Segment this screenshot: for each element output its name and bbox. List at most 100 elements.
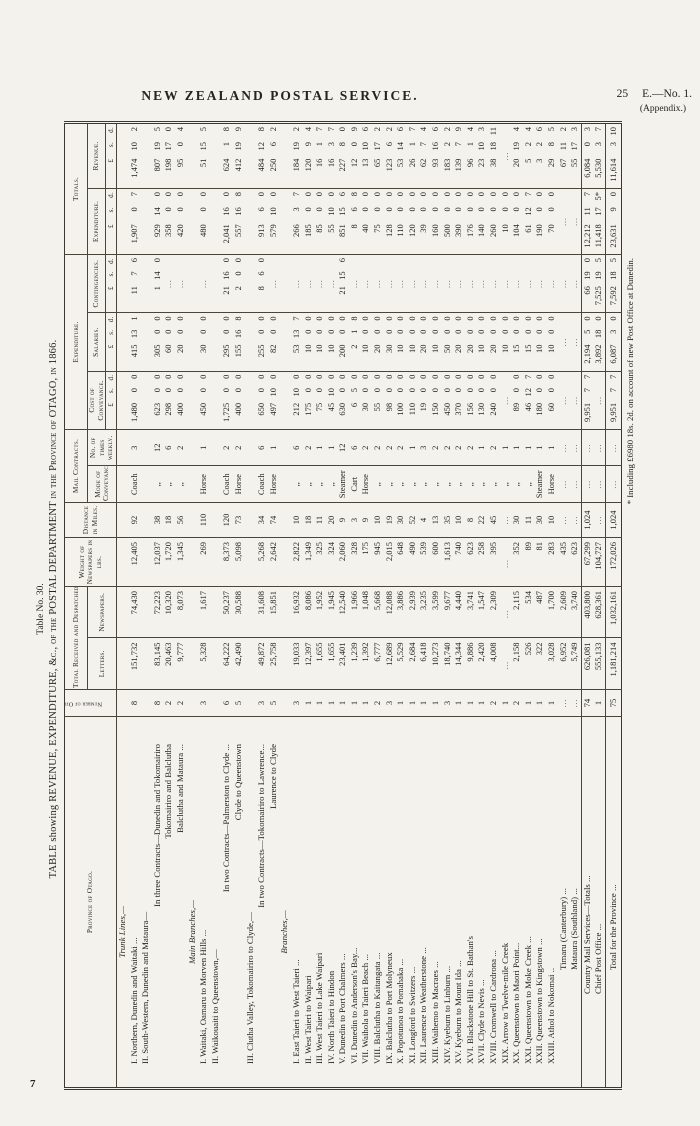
- cell-route-label: XXII. Queenstown to Kingstown ...: [534, 716, 546, 1089]
- cell-revenue: 38 18 11: [488, 122, 500, 189]
- cell-mode: [116, 466, 129, 503]
- cell-times-weekly: 2: [441, 429, 454, 466]
- cell-letters: 1,239: [348, 638, 361, 690]
- cell-mode: ,,: [163, 466, 175, 503]
- cell-route-label: Timaru (Canterbury) ...: [557, 716, 570, 1089]
- cell-revenue: 12 0 9: [348, 122, 361, 189]
- cell-distance: 18: [163, 502, 175, 538]
- cell-cost-conveyance: [279, 371, 291, 430]
- header-totals-group: Totals.: [64, 122, 88, 255]
- table-row: III. Clutha Valley, Tokomairiro to Clyde…: [244, 122, 257, 1089]
- cell-route-label: XXI. Queenstown to Moke Creek ...: [522, 716, 535, 1089]
- table-row: V. Dunedin to Port Chalmers ... 1 23,401 12…: [337, 122, 349, 1089]
- table-row: VII. Waihola to Taieri Beach ... 1 1,392 1,…: [360, 122, 373, 1089]
- cell-salaries: 10 0 0: [360, 312, 373, 372]
- postal-statistics-table: Province of Otago. Number of Offices. To…: [64, 121, 622, 1090]
- cell-mode: [209, 466, 222, 503]
- cell-cost-conveyance: 89 0 0: [511, 371, 523, 430]
- cell-times-weekly: …: [557, 429, 570, 466]
- cell-contingencies: 66 19 0: [581, 254, 594, 313]
- cell-distance: 1,024: [605, 502, 622, 538]
- cell-mode: ,,: [441, 466, 454, 503]
- cell-revenue: 65 17 2: [372, 122, 384, 189]
- cell-weight: 1,613: [441, 537, 454, 587]
- cell-letters: …: [499, 638, 512, 690]
- cell-distance: [279, 502, 291, 538]
- cell-times-weekly: 6: [348, 429, 361, 466]
- cell-cost-conveyance: 212 10 0: [290, 371, 303, 430]
- cell-weight: 1,349: [302, 537, 315, 587]
- header-lsd-cost: £ s. d.: [105, 371, 117, 430]
- cell-letters: 2,420: [476, 638, 488, 690]
- cell-revenue: [279, 122, 291, 189]
- cell-expenditure-total: 185 0 0: [302, 188, 315, 255]
- cell-expenditure-total: 10 0 0: [499, 188, 512, 255]
- cell-letters: 19,033: [290, 638, 303, 690]
- cell-cost-conveyance: 30 0 0: [360, 371, 373, 430]
- cell-times-weekly: 1: [314, 429, 326, 466]
- cell-expenditure-total: 104 0 0: [511, 188, 523, 255]
- cell-salaries: 15 0 0: [511, 312, 523, 372]
- cell-route-label: V. Dunedin to Port Chalmers ...: [337, 716, 349, 1089]
- cell-weight: [279, 537, 291, 587]
- header-expenditure-group: Expenditure.: [64, 254, 88, 430]
- cell-newspapers: 72,223: [151, 586, 164, 638]
- cell-revenue: 16 1 7: [314, 122, 326, 189]
- cell-route-label: XIV. Kyeburn to Linburn ...: [441, 716, 454, 1089]
- cell-salaries: 10 0 0: [545, 312, 558, 372]
- cell-letters: 10,273: [430, 638, 442, 690]
- cell-salaries: 295 0 0: [221, 312, 233, 372]
- cell-newspapers: 5,668: [372, 586, 384, 638]
- cell-weight: 539: [418, 537, 431, 587]
- table-number: Table No. 30.: [36, 583, 46, 635]
- cell-mode: ,,: [511, 466, 523, 503]
- cell-weight: 5,268: [256, 537, 268, 587]
- cell-route-label: Total for the Province ...: [605, 716, 622, 1089]
- cell-mode: …: [581, 466, 594, 503]
- cell-newspapers: …: [499, 586, 512, 638]
- cell-offices: 8: [151, 689, 164, 717]
- cell-newspapers: 1,952: [314, 586, 326, 638]
- cell-times-weekly: 2: [372, 429, 384, 466]
- table-body: Trunk Lines,— I. Northern, Dunedin and Wa…: [116, 122, 622, 1089]
- cell-mode: ,,: [325, 466, 338, 503]
- cell-salaries: 20 0 0: [453, 312, 465, 372]
- cell-salaries: 10 0 0: [534, 312, 546, 372]
- cell-times-weekly: [116, 429, 129, 466]
- cell-contingencies: …: [464, 254, 477, 313]
- cell-weight: 490: [406, 537, 419, 587]
- cell-offices: 1: [325, 689, 338, 717]
- table-row: In three Contracts—Dunedin and Tokomairi…: [151, 122, 164, 1089]
- cell-letters: 14,344: [453, 638, 465, 690]
- cell-cost-conveyance: 450 0 0: [441, 371, 454, 430]
- table-row: I. Waitaki, Oamaru to Morven Hills ... 3 5…: [198, 122, 210, 1089]
- cell-times-weekly: 12: [337, 429, 349, 466]
- cell-weight: 81: [534, 537, 546, 587]
- cell-times-weekly: 1: [511, 429, 523, 466]
- cell-salaries: 82 0 0: [267, 312, 280, 372]
- section-heading-row: Branches,—: [279, 122, 291, 1089]
- cell-distance: 30: [534, 502, 546, 538]
- cell-newspapers: [116, 586, 129, 638]
- cell-cost-conveyance: 240 0 0: [488, 371, 500, 430]
- cell-letters: 555,133: [593, 638, 606, 690]
- cell-salaries: 53 13 7: [290, 312, 303, 372]
- cell-route-label: Balclutha and Mataura ...: [174, 716, 187, 1089]
- cell-contingencies: 7,592 18 5: [605, 254, 622, 313]
- cell-mode: ,,: [151, 466, 164, 503]
- cell-salaries: 10 0 0: [406, 312, 419, 372]
- cell-letters: 12,397: [302, 638, 315, 690]
- section-heading-row: Trunk Lines,—: [116, 122, 129, 1089]
- cell-distance: [244, 502, 257, 538]
- cell-weight: 324: [325, 537, 338, 587]
- cell-weight: 1,345: [174, 537, 187, 587]
- cell-newspapers: [186, 586, 199, 638]
- cell-route-label: XXIII. Athol to Nokomai ..: [545, 716, 558, 1089]
- cell-mode: ,,: [418, 466, 431, 503]
- cell-cost-conveyance: 298 0 0: [163, 371, 175, 430]
- cell-cost-conveyance: …: [593, 371, 606, 430]
- cell-expenditure-total: 39 0 0: [418, 188, 431, 255]
- cell-distance: 52: [406, 502, 419, 538]
- cell-route-label: Branches,—: [279, 716, 291, 1089]
